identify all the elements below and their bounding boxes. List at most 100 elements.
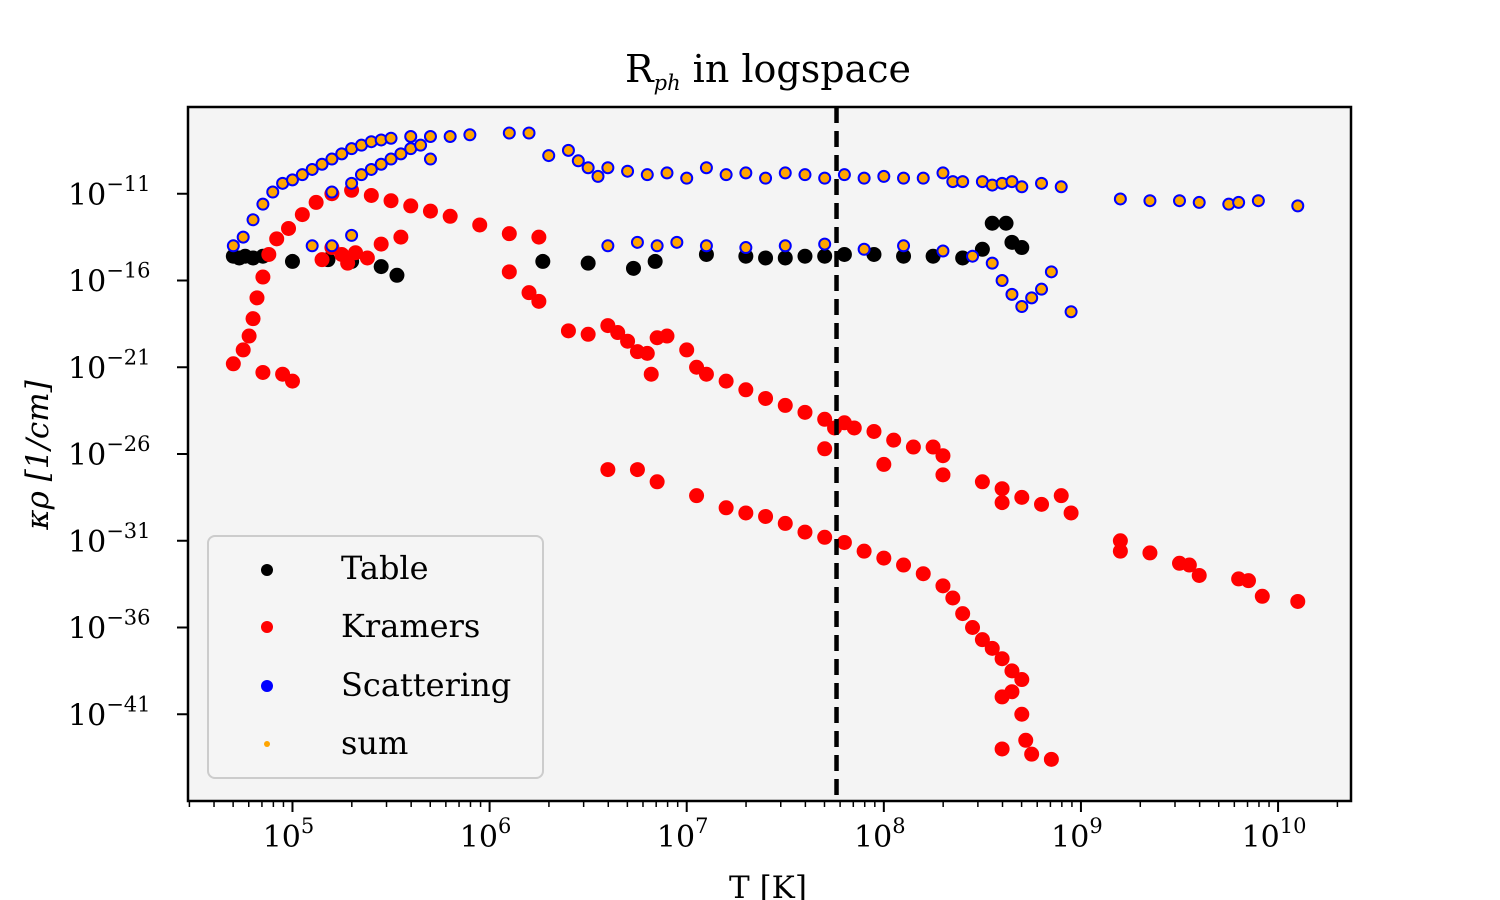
point-sum — [1255, 197, 1262, 204]
point-kramers — [994, 689, 1010, 705]
point-sum — [1225, 200, 1232, 208]
point-sum — [368, 166, 375, 173]
point-kramers — [580, 326, 596, 342]
point-kramers — [610, 325, 626, 341]
legend: Table Kramers Scattering sum — [207, 535, 544, 779]
point-sum — [939, 169, 947, 177]
point-sum — [358, 171, 365, 178]
point-table — [817, 248, 833, 264]
point-table — [389, 267, 405, 283]
x-axis-ticks: 105 106 107 108 109 1010 — [188, 801, 1339, 855]
point-sum — [1294, 202, 1301, 210]
point-kramers — [560, 323, 576, 339]
point-kramers — [797, 404, 813, 420]
point-kramers — [442, 208, 458, 224]
point-sum — [979, 178, 986, 185]
point-table — [836, 246, 852, 262]
point-sum — [387, 155, 395, 163]
point-kramers — [284, 373, 300, 389]
point-sum — [1048, 268, 1055, 276]
point-sum — [1008, 291, 1016, 298]
point-kramers — [348, 245, 364, 261]
y-tick-label: 10−16 — [68, 259, 151, 300]
x-tick-label: 109 — [1051, 814, 1103, 855]
point-kramers — [294, 207, 310, 223]
point-sum — [407, 133, 414, 140]
point-sum — [328, 188, 336, 196]
point-kramers — [689, 488, 705, 504]
point-kramers — [817, 441, 833, 457]
point-kramers — [269, 231, 285, 247]
point-sum — [841, 171, 848, 178]
point-kramers — [531, 293, 547, 309]
point-table — [535, 253, 551, 269]
point-sum — [328, 155, 336, 163]
series-kramers — [225, 182, 1306, 767]
point-sum — [269, 188, 276, 196]
point-kramers — [245, 311, 261, 327]
point-kramers — [1018, 732, 1034, 748]
point-kramers — [620, 333, 636, 349]
point-kramers — [994, 741, 1010, 757]
point-kramers — [314, 252, 330, 268]
point-sum — [900, 242, 907, 249]
point-sum — [348, 145, 355, 152]
point-kramers — [1240, 573, 1256, 589]
point-kramers — [896, 557, 912, 573]
point-kramers — [649, 474, 665, 490]
point-kramers — [281, 220, 297, 236]
point-table — [373, 259, 389, 275]
point-kramers — [308, 194, 324, 210]
point-kramers — [876, 550, 892, 566]
point-sum — [1018, 303, 1026, 310]
point-sum — [860, 174, 868, 182]
point-kramers — [1024, 746, 1040, 762]
point-sum — [673, 239, 681, 246]
point-kramers — [393, 229, 409, 245]
point-sum — [998, 180, 1006, 187]
x-tick-label: 108 — [854, 814, 906, 855]
point-kramers — [1063, 505, 1079, 521]
point-sum — [328, 242, 336, 249]
point-sum — [722, 171, 730, 178]
y-tick-label: 10−36 — [68, 606, 151, 647]
point-sum — [545, 152, 552, 159]
point-sum — [387, 135, 395, 142]
series-sum — [230, 129, 1301, 315]
point-sum — [1146, 197, 1154, 204]
y-axis-ticks: 10−11 10−16 10−21 10−26 10−31 10−36 10−41 — [68, 172, 188, 733]
point-kramers — [817, 529, 833, 545]
x-tick-label: 107 — [657, 814, 709, 855]
point-kramers — [974, 632, 990, 648]
point-kramers — [403, 198, 419, 214]
legend-label-sum: sum — [341, 724, 408, 762]
point-sum — [358, 141, 365, 149]
point-sum — [427, 155, 434, 163]
points-layer — [225, 126, 1306, 767]
point-kramers — [1112, 543, 1128, 559]
x-tick-label: 1010 — [1242, 814, 1307, 855]
point-kramers — [531, 229, 547, 245]
legend-marker-table — [261, 564, 273, 576]
point-kramers — [797, 524, 813, 540]
point-sum — [249, 216, 257, 223]
point-table — [777, 250, 793, 266]
point-sum — [900, 174, 907, 182]
point-sum — [279, 180, 286, 187]
point-kramers — [1254, 588, 1270, 604]
point-sum — [594, 173, 602, 180]
point-sum — [417, 141, 424, 149]
point-sum — [989, 259, 996, 267]
point-table — [625, 260, 641, 276]
point-kramers — [738, 505, 754, 521]
point-kramers — [255, 364, 271, 380]
point-kramers — [1142, 545, 1158, 561]
point-kramers — [340, 255, 356, 271]
point-sum — [1067, 308, 1075, 315]
point-table — [758, 250, 774, 266]
point-kramers — [758, 508, 774, 524]
point-kramers — [422, 203, 438, 219]
point-kramers — [521, 285, 537, 301]
point-kramers — [501, 264, 517, 280]
point-kramers — [261, 246, 277, 262]
